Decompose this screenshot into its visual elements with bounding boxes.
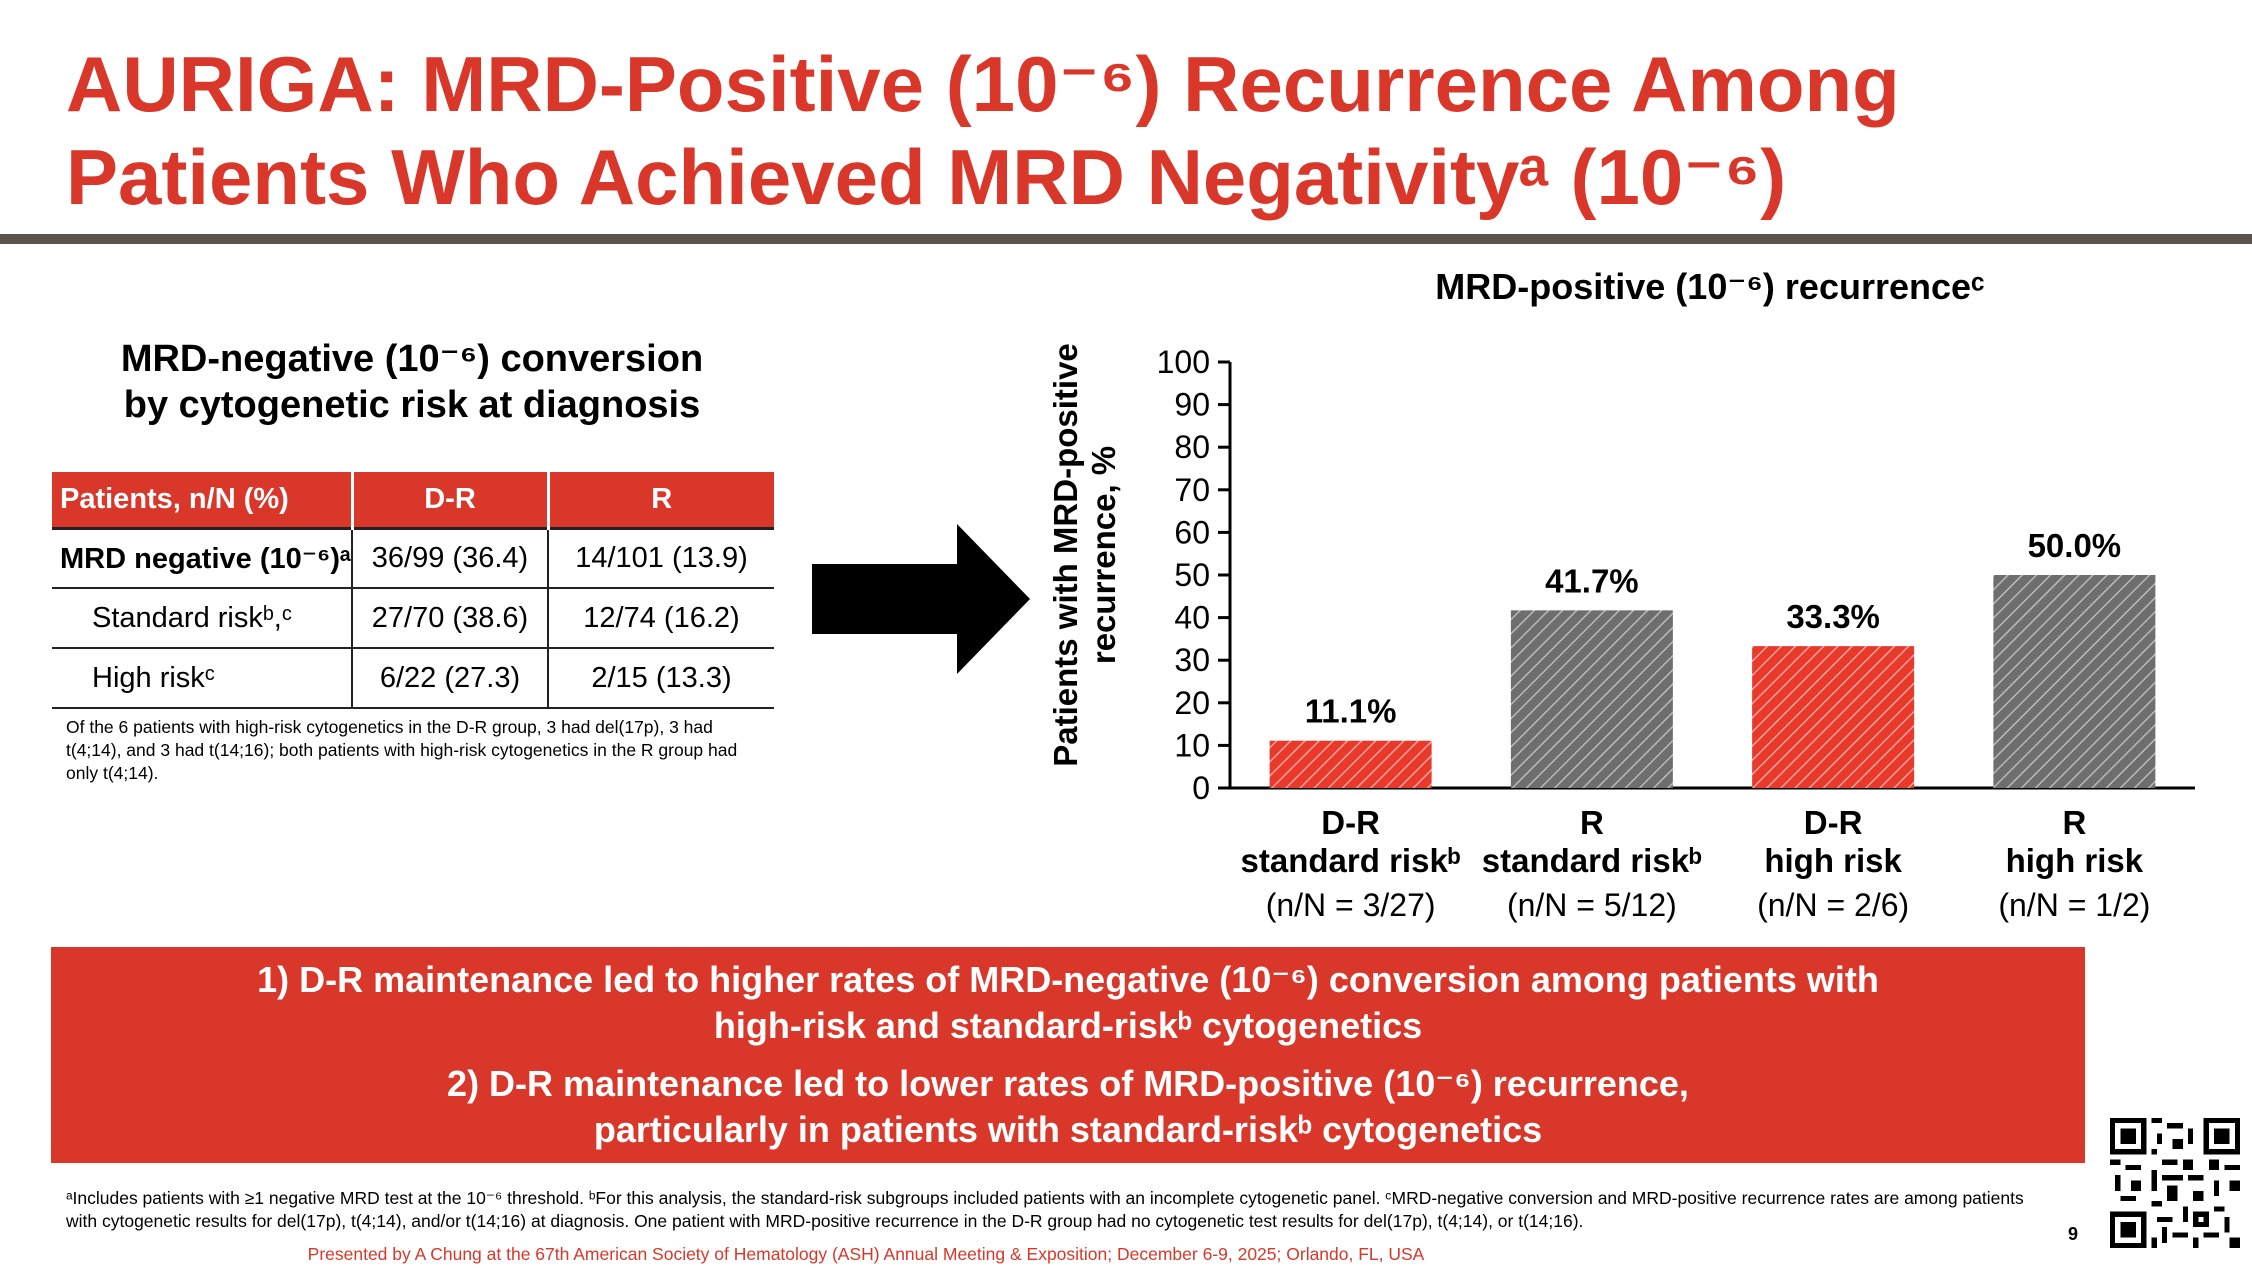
bar bbox=[1510, 610, 1673, 788]
cell-dr: 27/70 (38.6) bbox=[351, 588, 548, 649]
y-tick-label: 50 bbox=[1174, 557, 1210, 593]
summary-item-1-line-2: high-risk and standard-riskᵇ cytogenetic… bbox=[713, 1005, 1423, 1046]
x-category-n-label: (n/N = 2/6) bbox=[1757, 887, 1909, 923]
table-note: Of the 6 patients with high-risk cytogen… bbox=[66, 717, 738, 783]
chart-bars bbox=[1269, 575, 2156, 788]
right-arrow-icon bbox=[812, 524, 1030, 674]
bar-data-label: 11.1% bbox=[1305, 693, 1397, 730]
table-row: MRD negative (10⁻⁶)ᵃ 36/99 (36.4) 14/101… bbox=[52, 526, 774, 589]
table-row: High riskᶜ 6/22 (27.3) 2/15 (13.3) bbox=[52, 648, 774, 709]
table-title: MRD-negative (10⁻⁶) conversion by cytoge… bbox=[52, 336, 772, 428]
cytogenetic-risk-table: Patients, n/N (%) D-R R MRD negative (10… bbox=[52, 472, 774, 709]
summary-item-1-line-1: 1) D-R maintenance led to higher rates o… bbox=[257, 959, 1879, 1000]
header-dr: D-R bbox=[350, 472, 548, 528]
x-category-label: D-R bbox=[1321, 804, 1380, 841]
bar-data-label: 33.3% bbox=[1786, 598, 1880, 635]
y-tick-label: 10 bbox=[1174, 727, 1210, 763]
header-patients: Patients, n/N (%) bbox=[52, 472, 352, 528]
row-label: MRD negative (10⁻⁶)ᵃ bbox=[52, 526, 352, 589]
title-divider bbox=[0, 234, 2252, 244]
x-category-sublabel: high risk bbox=[1764, 842, 1902, 879]
qr-code-icon[interactable] bbox=[2110, 1118, 2240, 1248]
title-line-2: Patients Who Achieved MRD Negativityᵃ (1… bbox=[66, 133, 1787, 221]
summary-item-2-line-1: 2) D-R maintenance led to lower rates of… bbox=[447, 1063, 1689, 1104]
y-tick-label: 60 bbox=[1174, 514, 1210, 550]
cell-dr: 6/22 (27.3) bbox=[351, 648, 548, 709]
x-category-n-label: (n/N = 3/27) bbox=[1266, 887, 1436, 923]
y-axis-label: Patients with MRD-positive recurrence, % bbox=[1047, 343, 1122, 767]
recurrence-bar-chart: Patients with MRD-positive recurrence, %… bbox=[1047, 343, 2195, 923]
cell-r: 12/74 (16.2) bbox=[547, 588, 774, 649]
title-line-1: AURIGA: MRD-Positive (10⁻⁶) Recurrence A… bbox=[66, 40, 1900, 128]
table-header-row: Patients, n/N (%) D-R R bbox=[52, 472, 774, 528]
y-axis-label-line-2: recurrence, % bbox=[1085, 446, 1122, 664]
x-category-sublabel: standard riskᵇ bbox=[1482, 842, 1702, 879]
page-number: 9 bbox=[2068, 1224, 2079, 1244]
x-category-sublabel: high risk bbox=[2006, 842, 2144, 879]
row-label: High riskᶜ bbox=[52, 648, 352, 709]
chart-title: MRD-positive (10⁻⁶) recurrenceᶜ bbox=[1435, 266, 1985, 307]
y-tick-label: 40 bbox=[1174, 600, 1210, 636]
x-category-sublabel: standard riskᵇ bbox=[1241, 842, 1461, 879]
header-r: R bbox=[546, 472, 774, 528]
table-title-line-2: by cytogenetic risk at diagnosis bbox=[123, 384, 701, 426]
y-tick-label: 90 bbox=[1174, 387, 1210, 423]
x-category-n-label: (n/N = 1/2) bbox=[1998, 887, 2150, 923]
y-tick-label: 70 bbox=[1174, 472, 1210, 508]
summary-item-1: 1) D-R maintenance led to higher rates o… bbox=[51, 957, 2085, 1049]
x-category-label: R bbox=[1580, 804, 1604, 841]
bar-data-label: 50.0% bbox=[2028, 527, 2122, 564]
summary-box: 1) D-R maintenance led to higher rates o… bbox=[51, 947, 2085, 1163]
y-tick-label: 80 bbox=[1174, 429, 1210, 465]
x-category-label: R bbox=[2062, 804, 2086, 841]
cell-r: 14/101 (13.9) bbox=[547, 526, 774, 589]
footnote: ᵃIncludes patients with ≥1 negative MRD … bbox=[66, 1188, 2024, 1231]
bar-data-label: 41.7% bbox=[1545, 562, 1639, 599]
slide-title: AURIGA: MRD-Positive (10⁻⁶) Recurrence A… bbox=[66, 38, 2066, 224]
cell-r: 2/15 (13.3) bbox=[547, 648, 774, 709]
table-title-line-1: MRD-negative (10⁻⁶) conversion bbox=[120, 338, 704, 380]
presented-by-line: Presented by A Chung at the 67th America… bbox=[307, 1244, 1425, 1264]
y-axis-label-line-1: Patients with MRD-positive bbox=[1047, 343, 1084, 767]
summary-item-2: 2) D-R maintenance led to lower rates of… bbox=[51, 1061, 2085, 1153]
bar bbox=[1993, 575, 2156, 788]
row-label: Standard riskᵇ,ᶜ bbox=[52, 588, 352, 649]
bar bbox=[1752, 646, 1915, 788]
cell-dr: 36/99 (36.4) bbox=[351, 526, 548, 589]
y-tick-label: 30 bbox=[1174, 642, 1210, 678]
table-row: Standard riskᵇ,ᶜ 27/70 (38.6) 12/74 (16.… bbox=[52, 588, 774, 649]
y-tick-label: 0 bbox=[1192, 770, 1210, 806]
summary-item-2-line-2: particularly in patients with standard-r… bbox=[593, 1109, 1543, 1150]
x-category-n-label: (n/N = 5/12) bbox=[1507, 887, 1677, 923]
y-tick-label: 100 bbox=[1157, 344, 1210, 380]
x-category-label: D-R bbox=[1804, 804, 1863, 841]
bar bbox=[1269, 740, 1432, 788]
y-tick-label: 20 bbox=[1174, 685, 1210, 721]
